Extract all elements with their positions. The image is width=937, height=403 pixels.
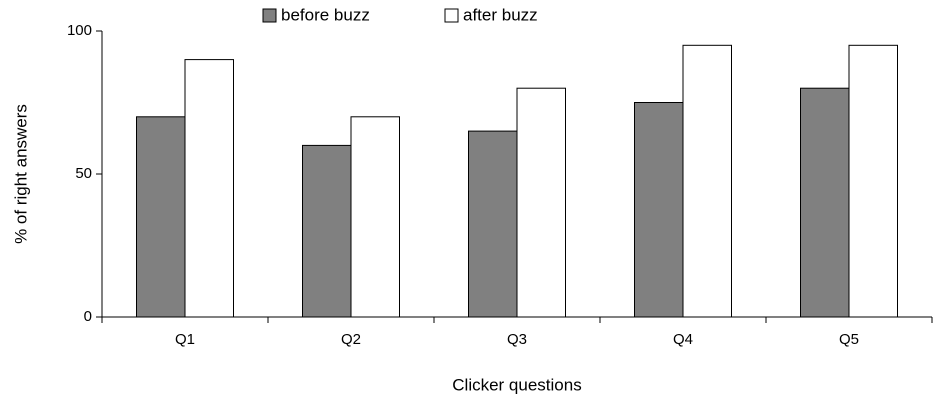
legend-label: before buzz (281, 5, 370, 24)
bar (468, 130, 518, 318)
y-tick-label: 0 (84, 308, 92, 325)
y-tick-label: 100 (67, 22, 92, 39)
x-axis-label: Clicker questions (452, 375, 581, 394)
bar (800, 87, 850, 318)
x-tick-label: Q2 (341, 331, 361, 348)
y-axis-label: % of right answers (11, 104, 30, 244)
bar (516, 87, 566, 318)
bar (350, 116, 400, 318)
bar (634, 102, 684, 318)
x-tick-label: Q3 (507, 331, 527, 348)
bar (848, 44, 898, 318)
x-tick-label: Q5 (839, 331, 859, 348)
x-tick-label: Q1 (175, 331, 195, 348)
bar (302, 144, 352, 318)
bar (136, 116, 186, 318)
bar (682, 44, 732, 318)
y-tick-label: 50 (75, 165, 92, 182)
x-tick-label: Q4 (673, 331, 693, 348)
legend-swatch (262, 8, 277, 23)
bar (184, 59, 234, 318)
legend-swatch (444, 8, 459, 23)
legend-label: after buzz (463, 5, 538, 24)
